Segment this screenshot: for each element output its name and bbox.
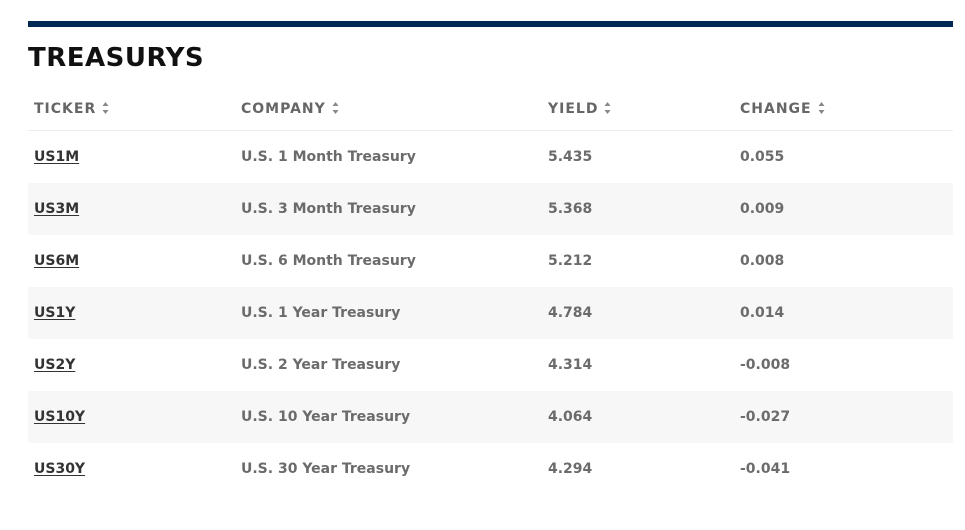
company-name: U.S. 1 Month Treasury: [241, 149, 416, 165]
column-header-label: CHANGE: [740, 101, 812, 117]
change-cell: 0.009: [731, 183, 953, 235]
yield-cell: 4.294: [540, 443, 731, 495]
table-row: US1Y U.S. 1 Year Treasury 4.784 0.014: [28, 287, 953, 339]
yield-cell: 5.435: [540, 131, 731, 184]
company-cell: U.S. 6 Month Treasury: [234, 235, 540, 287]
company-cell: U.S. 2 Year Treasury: [234, 339, 540, 391]
company-name: U.S. 3 Month Treasury: [241, 201, 416, 217]
yield-value: 5.368: [548, 201, 593, 217]
column-header-company[interactable]: COMPANY: [234, 88, 540, 131]
company-name: U.S. 10 Year Treasury: [241, 409, 411, 425]
change-cell: -0.027: [731, 391, 953, 443]
yield-value: 5.212: [548, 253, 593, 269]
ticker-cell: US30Y: [28, 443, 234, 495]
company-cell: U.S. 30 Year Treasury: [234, 443, 540, 495]
ticker-link[interactable]: US2Y: [34, 357, 76, 373]
ticker-link[interactable]: US6M: [34, 253, 80, 269]
yield-value: 4.314: [548, 357, 593, 373]
yield-value: 4.784: [548, 305, 593, 321]
change-cell: -0.041: [731, 443, 953, 495]
treasurys-table: TICKER COMPANY YIELD CHANGE US1M U.S. 1 …: [28, 88, 953, 495]
sort-icon[interactable]: [604, 101, 611, 115]
sort-icon[interactable]: [102, 101, 109, 115]
column-header-label: TICKER: [34, 101, 97, 117]
ticker-cell: US10Y: [28, 391, 234, 443]
table-row: US1M U.S. 1 Month Treasury 5.435 0.055: [28, 131, 953, 184]
ticker-link[interactable]: US3M: [34, 201, 80, 217]
table-row: US6M U.S. 6 Month Treasury 5.212 0.008: [28, 235, 953, 287]
ticker-link[interactable]: US1M: [34, 149, 80, 165]
ticker-link[interactable]: US30Y: [34, 461, 86, 477]
company-cell: U.S. 10 Year Treasury: [234, 391, 540, 443]
change-value: 0.009: [740, 201, 785, 217]
change-value: 0.055: [740, 149, 785, 165]
change-cell: 0.014: [731, 287, 953, 339]
column-header-change[interactable]: CHANGE: [731, 88, 953, 131]
sort-icon[interactable]: [332, 101, 339, 115]
change-value: 0.008: [740, 253, 785, 269]
company-name: U.S. 2 Year Treasury: [241, 357, 401, 373]
column-header-ticker[interactable]: TICKER: [28, 88, 234, 131]
ticker-cell: US6M: [28, 235, 234, 287]
yield-cell: 4.064: [540, 391, 731, 443]
company-name: U.S. 1 Year Treasury: [241, 305, 401, 321]
change-value: 0.014: [740, 305, 785, 321]
company-name: U.S. 6 Month Treasury: [241, 253, 416, 269]
change-value: -0.008: [740, 357, 791, 373]
ticker-link[interactable]: US1Y: [34, 305, 76, 321]
yield-cell: 5.368: [540, 183, 731, 235]
yield-value: 5.435: [548, 149, 593, 165]
table-header-row: TICKER COMPANY YIELD CHANGE: [28, 88, 953, 131]
column-header-yield[interactable]: YIELD: [540, 88, 731, 131]
table-row: US3M U.S. 3 Month Treasury 5.368 0.009: [28, 183, 953, 235]
company-name: U.S. 30 Year Treasury: [241, 461, 411, 477]
change-value: -0.041: [740, 461, 791, 477]
ticker-link[interactable]: US10Y: [34, 409, 86, 425]
column-header-label: YIELD: [548, 101, 599, 117]
change-value: -0.027: [740, 409, 791, 425]
table-row: US10Y U.S. 10 Year Treasury 4.064 -0.027: [28, 391, 953, 443]
yield-value: 4.294: [548, 461, 593, 477]
ticker-cell: US1M: [28, 131, 234, 184]
yield-cell: 4.784: [540, 287, 731, 339]
table-row: US2Y U.S. 2 Year Treasury 4.314 -0.008: [28, 339, 953, 391]
ticker-cell: US1Y: [28, 287, 234, 339]
sort-icon[interactable]: [818, 101, 825, 115]
section-accent-bar: [28, 21, 953, 27]
change-cell: -0.008: [731, 339, 953, 391]
table-row: US30Y U.S. 30 Year Treasury 4.294 -0.041: [28, 443, 953, 495]
change-cell: 0.008: [731, 235, 953, 287]
yield-cell: 4.314: [540, 339, 731, 391]
column-header-label: COMPANY: [241, 101, 326, 117]
company-cell: U.S. 1 Month Treasury: [234, 131, 540, 184]
section-title: TREASURYS: [28, 43, 205, 73]
ticker-cell: US3M: [28, 183, 234, 235]
company-cell: U.S. 3 Month Treasury: [234, 183, 540, 235]
ticker-cell: US2Y: [28, 339, 234, 391]
company-cell: U.S. 1 Year Treasury: [234, 287, 540, 339]
yield-value: 4.064: [548, 409, 593, 425]
change-cell: 0.055: [731, 131, 953, 184]
yield-cell: 5.212: [540, 235, 731, 287]
